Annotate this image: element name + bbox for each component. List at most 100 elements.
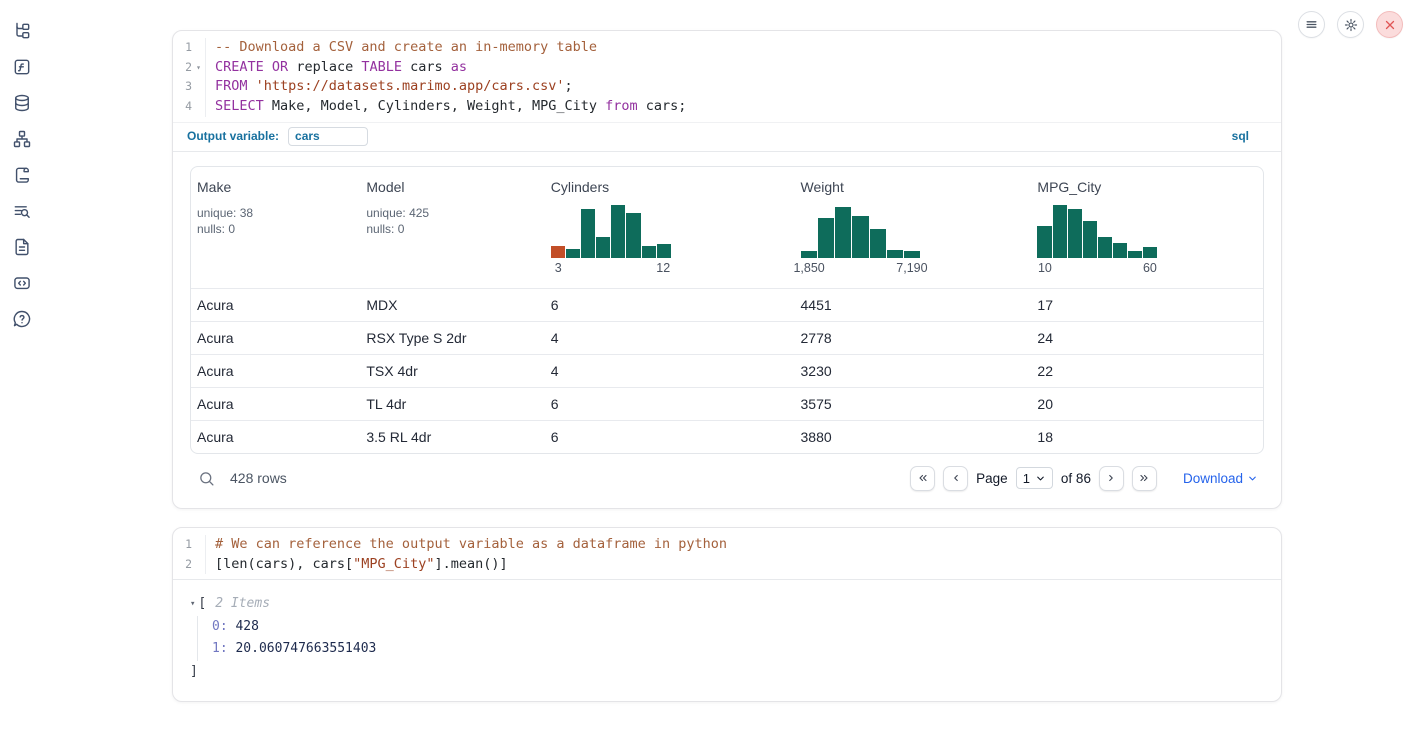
code-line[interactable]: 3FROM 'https://datasets.marimo.app/cars.…: [173, 77, 1281, 97]
column-histogram: 312: [551, 205, 671, 276]
sql-code-editor[interactable]: 1 -- Download a CSV and create an in-memo…: [173, 31, 1281, 122]
first-page-button[interactable]: [910, 466, 935, 491]
collapse-chevron-icon[interactable]: ▾: [190, 593, 195, 616]
histogram-bar: [904, 251, 920, 257]
code-line[interactable]: 2[len(cars), cars["MPG_City"].mean()]: [173, 555, 1281, 575]
line-number: 4: [173, 97, 192, 117]
entry-key: 1:: [212, 641, 228, 656]
table-row: AcuraTSX 4dr4323022: [191, 354, 1263, 387]
help-icon[interactable]: [12, 309, 32, 329]
table-cell: 24: [1031, 330, 1263, 346]
python-code-editor[interactable]: 1 # We can reference the output variable …: [173, 528, 1281, 579]
histogram-bar: [1037, 226, 1051, 258]
table-cell: 6: [545, 396, 795, 412]
file-tree-icon[interactable]: [12, 21, 32, 41]
table-row: AcuraMDX6445117: [191, 288, 1263, 321]
table-cell: Acura: [191, 429, 360, 445]
histogram-bar: [1143, 247, 1157, 258]
histogram-bar: [1098, 237, 1112, 258]
line-number: 1: [173, 535, 192, 555]
histogram-bar: [581, 209, 595, 258]
column-header-cylinders[interactable]: Cylinders 312: [545, 167, 795, 288]
column-header-make[interactable]: Makeunique: 38nulls: 0: [191, 167, 360, 288]
histogram-bar: [657, 244, 671, 258]
table-cell: MDX: [360, 297, 544, 313]
table-row: AcuraRSX Type S 2dr4277824: [191, 321, 1263, 354]
shutdown-button[interactable]: [1376, 11, 1403, 38]
page-label: Page: [976, 471, 1008, 486]
table-cell: 3.5 RL 4dr: [360, 429, 544, 445]
histogram-bar: [870, 229, 886, 258]
chevron-down-icon: [1247, 473, 1258, 484]
gutter: 1: [173, 38, 206, 58]
dependency-graph-icon[interactable]: [12, 129, 32, 149]
column-name: Cylinders: [551, 179, 787, 195]
table-row: Acura3.5 RL 4dr6388018: [191, 420, 1263, 453]
items-count-label: 2 Items: [215, 593, 270, 616]
code-line[interactable]: 2▾CREATE OR replace TABLE cars as: [173, 58, 1281, 78]
close-bracket: ]: [190, 661, 1281, 684]
code-line[interactable]: 4 SELECT Make, Model, Cylinders, Weight, …: [173, 97, 1281, 117]
column-header-mpg_city[interactable]: MPG_City1060: [1031, 167, 1263, 288]
menu-button[interactable]: [1298, 11, 1325, 38]
histogram-bar: [1113, 243, 1127, 258]
tree-entry: 0: 428: [212, 616, 1281, 639]
scratchpad-icon[interactable]: [12, 165, 32, 185]
pagination: Page 1 of 86: [910, 466, 1157, 491]
download-button[interactable]: Download: [1183, 471, 1258, 486]
table-cell: 4: [545, 330, 795, 346]
table-cell: 6: [545, 429, 795, 445]
table-cell: 4: [545, 363, 795, 379]
table-footer: 428 rows Page 1: [190, 454, 1264, 508]
line-number: 1: [173, 38, 192, 58]
line-number: 3: [173, 77, 192, 97]
code-text: SELECT Make, Model, Cylinders, Weight, M…: [206, 97, 686, 117]
previous-page-button[interactable]: [943, 466, 968, 491]
table-cell: 22: [1031, 363, 1263, 379]
document-icon[interactable]: [12, 237, 32, 257]
axis-min-label: 3: [555, 261, 562, 275]
histogram-bar: [626, 213, 640, 258]
histogram-bar: [818, 218, 834, 258]
output-variable-input[interactable]: [288, 127, 368, 146]
table-cell: 3575: [795, 396, 1032, 412]
gutter: 2▾: [173, 58, 206, 78]
gutter: 4: [173, 97, 206, 117]
table-cell: Acura: [191, 363, 360, 379]
last-page-button[interactable]: [1132, 466, 1157, 491]
column-header-weight[interactable]: Weight1,8507,190: [795, 167, 1032, 288]
tree-entry: 1: 20.060747663551403: [212, 638, 1281, 661]
snippets-icon[interactable]: [12, 273, 32, 293]
column-header-model[interactable]: Modelunique: 425nulls: 0: [360, 167, 544, 288]
axis-min-label: 1,850: [793, 261, 824, 275]
table-cell: 17: [1031, 297, 1263, 313]
variables-icon[interactable]: [12, 57, 32, 77]
histogram-bar: [835, 207, 851, 257]
search-button[interactable]: [198, 470, 215, 487]
sidebar: [0, 0, 44, 729]
table-cell: 3230: [795, 363, 1032, 379]
page-select-value: 1: [1023, 471, 1030, 486]
table-cell: 6: [545, 297, 795, 313]
logs-search-icon[interactable]: [12, 201, 32, 221]
python-output: ▾ [ 2 Items 0: 4281: 20.060747663551403 …: [173, 579, 1281, 701]
database-icon[interactable]: [12, 93, 32, 113]
code-line[interactable]: 1 -- Download a CSV and create an in-memo…: [173, 38, 1281, 58]
histogram-bar: [1053, 205, 1067, 258]
fold-chevron-icon[interactable]: ▾: [192, 64, 205, 72]
settings-button[interactable]: [1337, 11, 1364, 38]
code-text: -- Download a CSV and create an in-memor…: [206, 38, 597, 58]
table-cell: Acura: [191, 297, 360, 313]
code-line[interactable]: 1 # We can reference the output variable …: [173, 535, 1281, 555]
python-cell: 1 # We can reference the output variable …: [172, 527, 1282, 702]
table-body: AcuraMDX6445117AcuraRSX Type S 2dr427782…: [191, 288, 1263, 453]
table-cell: TL 4dr: [360, 396, 544, 412]
axis-max-label: 7,190: [896, 261, 927, 275]
next-page-button[interactable]: [1099, 466, 1124, 491]
page-select[interactable]: 1: [1016, 467, 1053, 489]
histogram-bar: [611, 205, 625, 258]
histogram-bar: [1068, 209, 1082, 258]
output-tree-body: 0: 4281: 20.060747663551403: [197, 616, 1281, 661]
code-text: # We can reference the output variable a…: [206, 535, 727, 555]
table-cell: 3880: [795, 429, 1032, 445]
